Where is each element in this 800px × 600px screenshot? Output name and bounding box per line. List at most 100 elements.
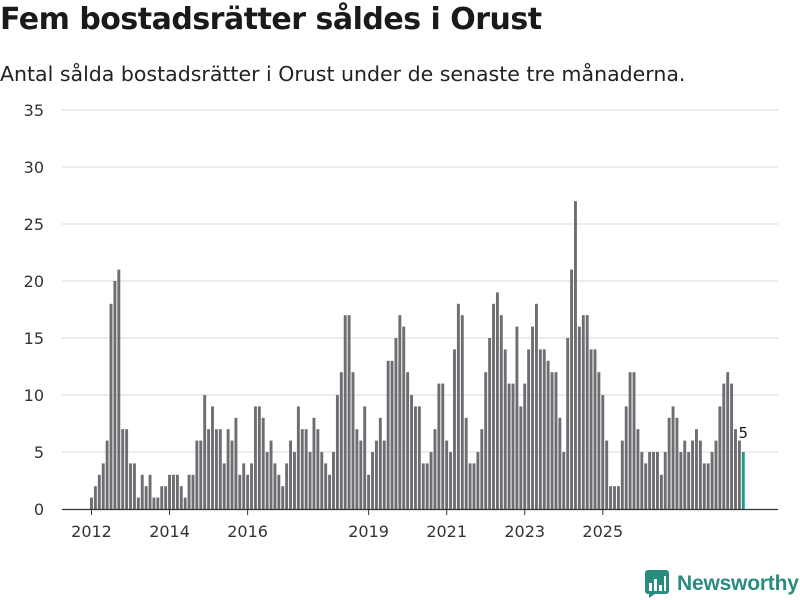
bar bbox=[308, 452, 312, 509]
bar bbox=[164, 486, 168, 509]
bar bbox=[187, 474, 191, 509]
x-tick-label: 2014 bbox=[149, 522, 190, 541]
bar bbox=[386, 360, 390, 509]
bar bbox=[523, 383, 527, 509]
bar bbox=[211, 406, 214, 509]
bar bbox=[624, 406, 628, 509]
bar bbox=[503, 349, 507, 509]
bar bbox=[335, 395, 339, 509]
bar bbox=[293, 452, 296, 509]
bar bbox=[175, 474, 179, 509]
x-tick-label: 2021 bbox=[426, 522, 467, 541]
bar bbox=[620, 440, 624, 509]
bar bbox=[394, 338, 398, 509]
bar bbox=[687, 452, 691, 509]
bar bbox=[453, 349, 456, 509]
bar bbox=[429, 452, 433, 509]
gridlines bbox=[62, 109, 778, 453]
bar bbox=[480, 429, 484, 509]
bar bbox=[511, 383, 515, 509]
bar bbox=[390, 360, 394, 509]
bar bbox=[242, 463, 246, 509]
bar bbox=[218, 429, 222, 509]
bar bbox=[250, 463, 253, 509]
bar bbox=[183, 497, 187, 509]
bar bbox=[90, 497, 93, 509]
bar bbox=[691, 440, 695, 509]
bar bbox=[214, 429, 218, 509]
bar bbox=[398, 315, 402, 509]
x-axis-ticks: 2012 2014 2016 2019 2021 2023 2025 bbox=[71, 509, 623, 541]
bar bbox=[355, 429, 359, 509]
bar bbox=[566, 338, 570, 509]
bar bbox=[585, 315, 589, 509]
bar bbox=[421, 463, 425, 509]
bar bbox=[195, 440, 199, 509]
bar bbox=[562, 452, 566, 509]
bar bbox=[640, 452, 644, 509]
bar bbox=[737, 440, 741, 509]
bar bbox=[538, 349, 542, 509]
bar bbox=[172, 474, 175, 509]
bar bbox=[105, 440, 109, 509]
bar bbox=[648, 452, 652, 509]
bar bbox=[484, 372, 488, 509]
bar bbox=[722, 383, 726, 509]
bar bbox=[324, 463, 328, 509]
bar bbox=[577, 326, 581, 509]
bar bbox=[273, 463, 277, 509]
bar bbox=[257, 406, 261, 509]
y-axis-labels: 0 5 10 15 20 25 30 35 bbox=[24, 101, 44, 519]
bar bbox=[136, 497, 140, 509]
y-tick-label: 10 bbox=[24, 386, 44, 405]
bar bbox=[605, 440, 609, 509]
bar bbox=[109, 303, 113, 509]
bar bbox=[476, 452, 480, 509]
bar bbox=[531, 326, 534, 509]
bar bbox=[312, 417, 316, 509]
bar bbox=[382, 440, 386, 509]
bar bbox=[636, 429, 640, 509]
bar bbox=[332, 452, 335, 509]
bar bbox=[695, 429, 698, 509]
bar bbox=[168, 474, 172, 509]
bar bbox=[663, 452, 667, 509]
y-tick-label: 20 bbox=[24, 272, 44, 291]
bar bbox=[359, 440, 363, 509]
bar bbox=[683, 440, 687, 509]
x-tick-label: 2025 bbox=[582, 522, 623, 541]
y-tick-label: 30 bbox=[24, 158, 44, 177]
bar bbox=[507, 383, 511, 509]
bar bbox=[632, 372, 636, 509]
bar bbox=[191, 474, 195, 509]
bar bbox=[132, 463, 136, 509]
bar bbox=[234, 417, 238, 509]
bar bbox=[460, 315, 464, 509]
bar bbox=[449, 452, 453, 509]
bar bbox=[374, 440, 378, 509]
annotations: 5 bbox=[739, 424, 749, 442]
bar bbox=[347, 315, 351, 509]
bar bbox=[203, 395, 207, 509]
bar bbox=[558, 417, 562, 509]
brand-name: Newsworthy bbox=[677, 572, 799, 595]
bar bbox=[616, 486, 620, 509]
bar bbox=[121, 429, 125, 509]
bar bbox=[730, 383, 734, 509]
bar bbox=[570, 269, 574, 509]
bar bbox=[499, 315, 503, 509]
bar bbox=[238, 474, 242, 509]
y-tick-label: 0 bbox=[34, 500, 44, 519]
bar bbox=[613, 486, 616, 509]
bar bbox=[281, 486, 285, 509]
bar bbox=[675, 417, 679, 509]
bar bbox=[101, 463, 105, 509]
bar bbox=[125, 429, 129, 509]
bar bbox=[468, 463, 472, 509]
bar bbox=[628, 372, 632, 509]
x-tick-label: 2023 bbox=[504, 522, 545, 541]
bar bbox=[589, 349, 593, 509]
bar bbox=[488, 338, 492, 509]
bar bbox=[351, 372, 355, 509]
